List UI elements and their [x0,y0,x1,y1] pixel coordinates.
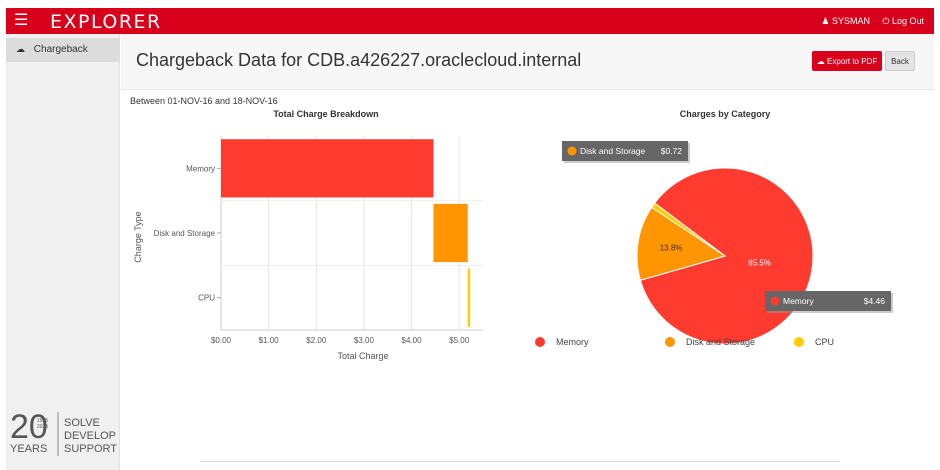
user-menu[interactable]: ♟ SYSMAN [821,16,870,27]
app-brand[interactable]: EXPLORER [50,11,162,33]
bar-chart-title: Total Charge Breakdown [273,109,378,119]
logo-range-top: 1995 [37,418,48,424]
y-tick-label: CPU [198,294,215,303]
tooltip-swatch [567,146,577,156]
pie-slice-cpu[interactable] [650,202,726,257]
pie-percent-label: 13.8% [660,244,683,253]
export-pdf-button[interactable]: ☁ Export to PDF [812,51,882,71]
user-name: SYSMAN [831,16,870,26]
cloud-icon: ☁ [16,44,25,54]
tooltip-value: $0.72 [661,146,683,156]
sidebar-item-label: Chargeback [33,44,88,55]
logo-years: YEARS [10,443,47,455]
legend-label[interactable]: Disk and Storage [686,337,755,347]
back-button[interactable]: Back [885,51,915,71]
content-divider [200,461,840,462]
user-icon: ♟ [821,16,830,26]
bar-chart-xlabel: Total Charge [337,351,388,361]
bar-disk-and-storage[interactable] [433,203,468,263]
logo-line-2: DEVELOP [64,430,116,442]
tooltip-box [562,141,688,161]
legend-swatch [794,337,804,347]
legend-label[interactable]: CPU [815,337,834,347]
date-range-label: Between 01-NOV-16 and 18-NOV-16 [130,96,278,106]
sidebar-item-chargeback[interactable]: ☁ Chargeback [6,38,120,62]
bar-chart-ylabel: Charge Type [133,211,143,262]
x-tick-label: $5.00 [449,336,470,345]
total-charge-bar-chart: Total Charge Breakdown Charge Type Total… [133,109,483,361]
export-pdf-label: Export to PDF [826,56,878,66]
bar-memory[interactable] [221,139,434,198]
y-tick-label: Disk and Storage [154,229,216,238]
legend-swatch [665,337,675,347]
tooltip-label: Memory [783,296,814,306]
x-tick-label: $0.00 [211,336,232,345]
page-header: Chargeback Data for CDB.a426227.oraclecl… [121,34,934,90]
legend-swatch [535,337,545,347]
x-tick-label: $3.00 [354,336,375,345]
bar-cpu[interactable] [467,268,471,327]
y-tick-label: Memory [186,164,215,173]
pie-slice-disk-and-storage[interactable] [636,206,727,281]
power-icon: ⏻ [882,16,890,26]
x-tick-label: $4.00 [402,336,423,345]
logout-button[interactable]: ⏻ Log Out [882,16,924,27]
hamburger-icon[interactable]: ☰ [14,12,29,29]
logo-range-bottom: 2015 [37,424,48,430]
logo-big-number: 20 [10,408,48,446]
x-tick-label: $2.00 [306,336,327,345]
tooltip-box [765,291,891,311]
pie-chart-title: Charges by Category [680,109,771,119]
anniversary-logo: 20 1995 2015 YEARS SOLVE DEVELOP SUPPORT [10,408,117,456]
logout-label: Log Out [891,16,924,26]
page-title: Chargeback Data for CDB.a426227.oraclecl… [136,50,582,70]
tooltip-value: $4.46 [864,296,886,306]
tooltip-swatch [770,296,780,306]
tooltip-label: Disk and Storage [580,146,645,156]
pie-percent-label: 85.5% [748,258,771,267]
logo-line-3: SUPPORT [64,443,117,455]
cloud-download-icon: ☁ [816,56,825,66]
legend-label[interactable]: Memory [556,337,589,347]
charges-by-category-pie-chart: Charges by Category 85.5% 13.8% Disk and … [535,109,893,347]
top-navbar: ☰ EXPLORER ♟ SYSMAN ⏻ Log Out [6,8,934,34]
logo-line-1: SOLVE [64,417,100,429]
sidebar: ☁ Chargeback [6,34,120,470]
x-tick-label: $1.00 [259,336,280,345]
